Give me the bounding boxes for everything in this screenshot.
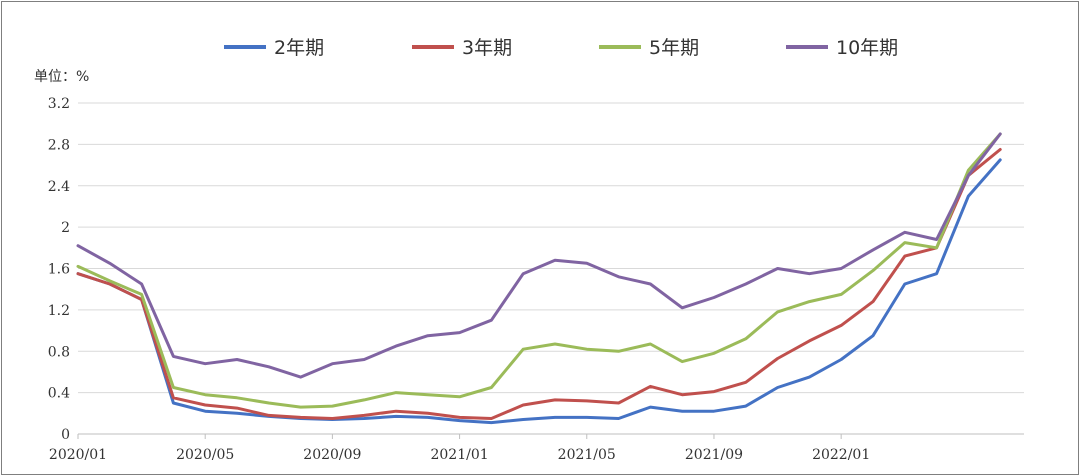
x-axis: 2020/01 2020/05 2020/09 2021/01 2021/05 2021/… bbox=[49, 434, 870, 463]
y-tick-label: 2.4 bbox=[48, 179, 70, 195]
series-line-3 bbox=[76, 132, 1002, 409]
unit-label: 单位：% bbox=[34, 69, 89, 85]
series-lines bbox=[76, 132, 1002, 425]
x-tick-label: 2021/09 bbox=[685, 447, 743, 463]
legend: 2年期 3年期 5年期 10年期 bbox=[224, 37, 898, 59]
y-tick-label: 2.8 bbox=[48, 137, 70, 153]
y-axis: 0 0.4 0.8 1.2 1.6 2 2.4 2.8 3.2 bbox=[48, 96, 70, 443]
series-line-1 bbox=[76, 158, 1002, 425]
y-tick-label: 3.2 bbox=[48, 96, 70, 112]
x-tick-label: 2020/05 bbox=[176, 447, 234, 463]
legend-item: 2年期 bbox=[224, 37, 324, 59]
y-tick-label: 1.6 bbox=[48, 262, 70, 278]
x-tick-label: 2020/01 bbox=[49, 447, 107, 463]
legend-label: 3年期 bbox=[462, 37, 512, 59]
legend-label: 5年期 bbox=[649, 37, 699, 59]
y-tick-label: 1.2 bbox=[48, 303, 70, 319]
x-tick-label: 2020/09 bbox=[303, 447, 361, 463]
y-tick-label: 0.8 bbox=[48, 344, 70, 360]
gridlines bbox=[78, 102, 1024, 435]
legend-item: 5年期 bbox=[599, 37, 699, 59]
series-line-4 bbox=[76, 132, 1002, 379]
y-tick-label: 2 bbox=[61, 220, 70, 236]
x-tick-label: 2022/01 bbox=[812, 447, 870, 463]
y-tick-label: 0.4 bbox=[48, 386, 70, 402]
x-tick-label: 2021/05 bbox=[558, 447, 616, 463]
series-line-2 bbox=[76, 148, 1002, 420]
legend-item: 3年期 bbox=[412, 37, 512, 59]
legend-label: 10年期 bbox=[836, 37, 898, 59]
y-tick-label: 0 bbox=[61, 427, 70, 443]
x-tick-label: 2021/01 bbox=[430, 447, 488, 463]
legend-item: 10年期 bbox=[786, 37, 898, 59]
legend-label: 2年期 bbox=[274, 37, 324, 59]
